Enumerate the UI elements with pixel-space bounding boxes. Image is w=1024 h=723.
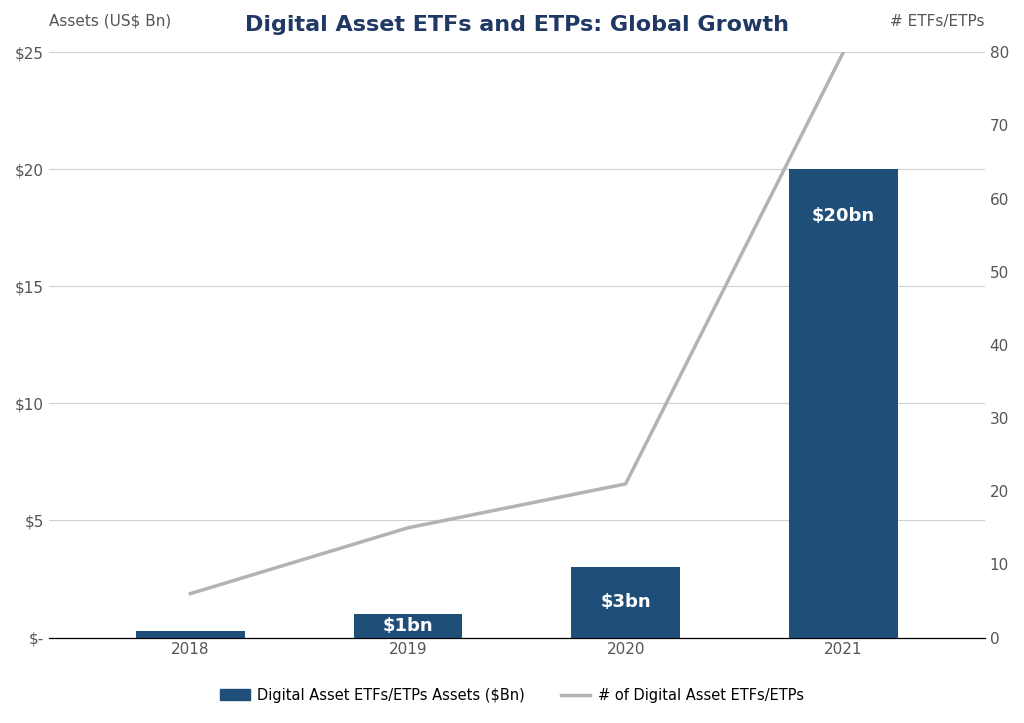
Text: # ETFs/ETPs: # ETFs/ETPs (890, 14, 985, 29)
Bar (571, 568, 680, 638)
Text: $20bn: $20bn (812, 207, 874, 225)
Legend: Digital Asset ETFs/ETPs Assets ($Bn), # of Digital Asset ETFs/ETPs: Digital Asset ETFs/ETPs Assets ($Bn), # … (215, 682, 809, 709)
Bar (353, 614, 463, 638)
Bar (136, 630, 245, 638)
Text: Assets (US$ Bn): Assets (US$ Bn) (49, 14, 171, 29)
Title: Digital Asset ETFs and ETPs: Global Growth: Digital Asset ETFs and ETPs: Global Grow… (245, 15, 788, 35)
Text: $1bn: $1bn (383, 617, 433, 635)
Bar (788, 169, 898, 638)
Text: $3bn: $3bn (600, 594, 651, 612)
